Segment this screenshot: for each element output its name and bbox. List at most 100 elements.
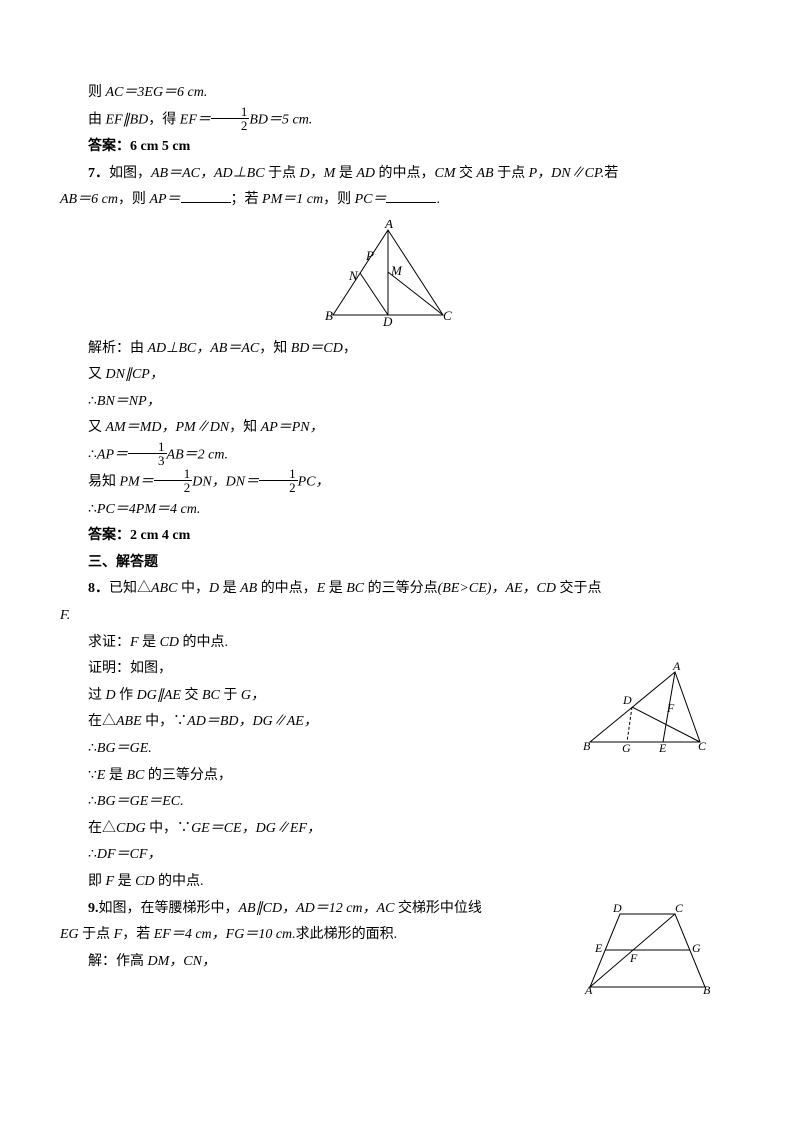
v: CDG <box>116 821 149 836</box>
t: 由 <box>88 112 106 127</box>
num: 1 <box>259 467 298 481</box>
den: 3 <box>128 454 167 467</box>
lbl-E: E <box>658 741 667 755</box>
sym: ∴ <box>88 394 97 409</box>
lbl-N: N <box>348 268 359 283</box>
den: 2 <box>211 119 250 132</box>
t: 的中点. <box>158 874 204 889</box>
lbl-A: A <box>384 220 393 231</box>
v: BG＝GE＝EC. <box>97 794 184 809</box>
qnum: 8． <box>88 581 109 596</box>
v: D <box>209 581 223 596</box>
line-ef: 由 EF∥BD，得 EF＝12BD＝5 cm. <box>60 107 715 134</box>
t: 解：作高 <box>88 954 148 969</box>
line-ac: 则 AC＝3EG＝6 cm. <box>60 80 715 107</box>
t: 的中点. <box>183 635 229 650</box>
v: CD <box>160 635 183 650</box>
t: 交梯形中位线 <box>398 901 482 916</box>
v: AD＝BD，DG∥AE， <box>187 714 318 729</box>
lbl-C: C <box>698 739 707 753</box>
q8: 8．已知△ABC 中，D 是 AB 的中点，E 是 BC 的三等分点(BE>CE… <box>60 576 715 603</box>
t: ，则 <box>118 192 150 207</box>
t: 即 <box>88 874 106 889</box>
figure-triangle-1: A B C D M N P <box>303 220 473 330</box>
sym: ∴ <box>88 794 97 809</box>
t: 中，∵ <box>149 821 191 836</box>
v: DG∥AE <box>137 688 185 703</box>
num: 1 <box>154 467 193 481</box>
lbl-C: C <box>675 902 684 915</box>
q7-line2: AB＝6 cm，则 AP＝；若 PM＝1 cm，则 PC＝. <box>60 187 715 214</box>
v: PM＝ <box>120 475 154 490</box>
num: 1 <box>128 440 167 454</box>
v: BD＝CD <box>291 341 343 356</box>
v: PM＝1 cm <box>262 192 323 207</box>
t: 于 <box>223 688 241 703</box>
lbl-B: B <box>325 308 333 323</box>
v: DF＝CF， <box>97 847 162 862</box>
sym: ∵ <box>88 768 97 783</box>
t: 是 <box>118 874 136 889</box>
ans-label: 答案： <box>88 139 130 154</box>
sol-3: ∴BN＝NP， <box>60 389 715 416</box>
v: BD＝5 cm. <box>249 112 312 127</box>
t: 的中点， <box>261 581 317 596</box>
v: AD <box>356 166 378 181</box>
t: 交 <box>184 688 202 703</box>
figure-trapezoid-wrap: A B C D E F G <box>575 896 715 1003</box>
v: D，M <box>300 166 339 181</box>
expr: AC＝3EG＝6 cm. <box>106 85 208 100</box>
answer-2: 答案：2 cm 4 cm <box>60 523 715 550</box>
answer-1: 答案：6 cm 5 cm <box>60 134 715 161</box>
v: F <box>130 635 142 650</box>
t: 是 <box>339 166 357 181</box>
num: 1 <box>211 105 250 119</box>
sym: ∴ <box>88 847 97 862</box>
lbl-D: D <box>612 902 622 915</box>
v: AP＝ <box>149 192 180 207</box>
t: 交 <box>459 166 477 181</box>
lbl-E: E <box>594 941 603 955</box>
t: ，知 <box>229 420 261 435</box>
blank-2 <box>386 188 436 203</box>
qnum: 7． <box>88 166 109 181</box>
v: G， <box>241 688 265 703</box>
t: 在△ <box>88 714 116 729</box>
den: 2 <box>259 481 298 494</box>
v: BC <box>202 688 223 703</box>
v: EF∥BD <box>106 112 149 127</box>
q8-prove: 求证：F 是 CD 的中点. <box>60 630 715 657</box>
sol-4: 又 AM＝MD，PM∥DN，知 AP＝PN， <box>60 415 715 442</box>
v: BC <box>126 768 147 783</box>
v: AB＝2 cm. <box>167 448 228 463</box>
figure-trapezoid: A B C D E F G <box>575 902 715 997</box>
t: ，得 <box>148 112 180 127</box>
v: DM，CN， <box>148 954 216 969</box>
v: ABE <box>116 714 145 729</box>
frac-1-2: 12 <box>211 105 250 132</box>
t: ，则 <box>323 192 355 207</box>
lbl-A: A <box>584 983 593 997</box>
v: BN＝NP， <box>97 394 161 409</box>
t: 在△ <box>88 821 116 836</box>
frac-1-3: 13 <box>128 440 167 467</box>
lbl-C: C <box>443 308 452 323</box>
t: 中， <box>181 581 209 596</box>
t: ，若 <box>122 927 154 942</box>
v: ABC <box>151 581 181 596</box>
section-3: 三、解答题 <box>60 550 715 577</box>
v: PC＝4PM＝4 cm. <box>97 502 200 517</box>
sym: ∴ <box>88 502 97 517</box>
lbl-B: B <box>583 739 591 753</box>
lbl-F: F <box>666 701 675 715</box>
v: AB <box>477 166 498 181</box>
lbl-G: G <box>622 741 631 755</box>
t: 若 <box>604 166 618 181</box>
v: CD <box>135 874 158 889</box>
q8-s6: 在△CDG 中，∵GE＝CE，DG∥EF， <box>60 816 715 843</box>
t: 又 <box>88 420 106 435</box>
t: 已知△ <box>109 581 151 596</box>
t: 求此梯形的面积. <box>296 927 398 942</box>
t: 过 <box>88 688 106 703</box>
t: ；若 <box>231 192 263 207</box>
